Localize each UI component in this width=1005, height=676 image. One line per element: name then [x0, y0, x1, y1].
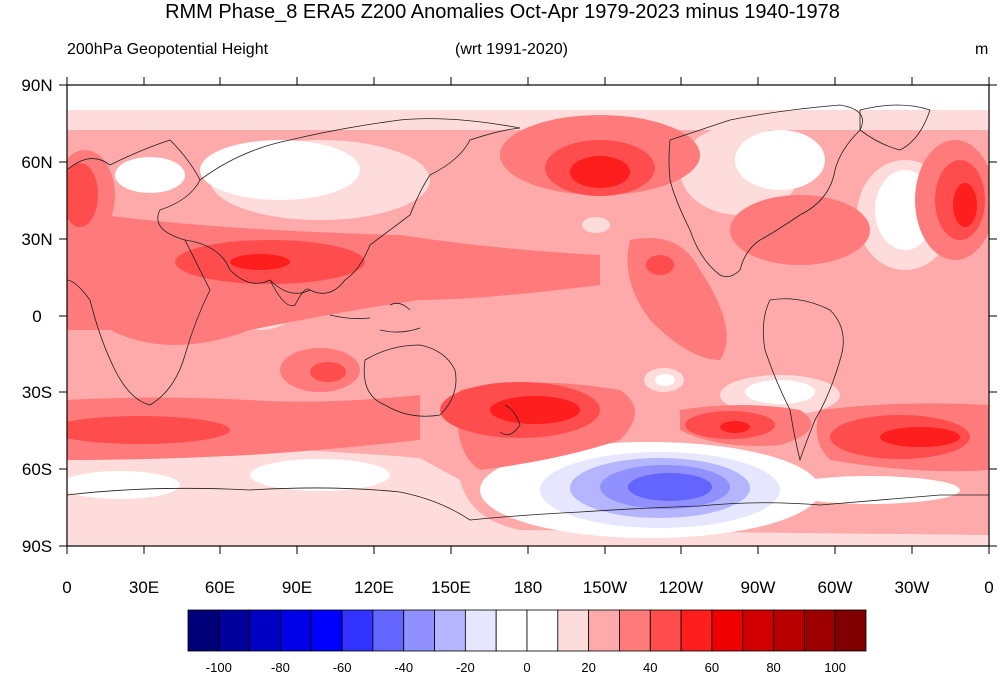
- colorbar-label: 100: [824, 660, 846, 675]
- lon-label: 60E: [205, 578, 235, 597]
- colorbar-swatch: [280, 609, 312, 652]
- colorbar-swatch: [680, 609, 713, 652]
- colorbar-swatch: [495, 609, 528, 652]
- coastlines: [67, 104, 989, 521]
- field-level-50: [230, 156, 977, 447]
- lon-tick-marks: [66, 77, 990, 554]
- figure-title: RMM Phase_8 ERA5 Z200 Anomalies Oct-Apr …: [165, 1, 840, 23]
- lat-label: 30N: [21, 230, 52, 249]
- lon-label: 60W: [818, 578, 853, 597]
- lon-label: 0: [62, 578, 71, 597]
- lon-label: 90E: [282, 578, 312, 597]
- lon-label: 30E: [129, 578, 159, 597]
- colorbar-swatch: [403, 609, 435, 652]
- lat-labels: 90N 60N 30N 0 30S 60S 90S: [21, 76, 52, 556]
- lon-label: 120E: [354, 578, 394, 597]
- lat-label: 60N: [21, 153, 52, 172]
- colorbar-swatch: [834, 609, 867, 652]
- field-negative-core: [540, 452, 780, 528]
- lon-label: 150E: [431, 578, 471, 597]
- colorbar-swatch: [711, 609, 744, 652]
- colorbar-swatch: [557, 609, 590, 652]
- colorbar-swatch: [372, 609, 405, 652]
- lon-label: 180: [514, 578, 542, 597]
- lon-label: 150W: [583, 578, 627, 597]
- lat-label: 60S: [22, 460, 52, 479]
- colorbar-label: -100: [206, 660, 232, 675]
- colorbar-swatch: [803, 609, 836, 652]
- lat-label: 30S: [22, 383, 52, 402]
- colorbar-swatch: [341, 609, 374, 652]
- colorbar-label: 60: [705, 660, 719, 675]
- colorbar-label: 20: [581, 660, 595, 675]
- lon-label: 90W: [741, 578, 776, 597]
- units-label: m: [975, 41, 989, 58]
- colorbar-label: -80: [271, 660, 290, 675]
- colorbar-swatch: [742, 609, 774, 652]
- colorbar-swatch: [526, 609, 559, 652]
- colorbar-swatch: [619, 609, 651, 652]
- colorbar-swatch: [249, 609, 281, 652]
- colorbar-swatch: [434, 609, 466, 652]
- colorbar-swatch: [649, 609, 682, 652]
- colorbar-label: -20: [456, 660, 475, 675]
- lon-label: 120W: [659, 578, 703, 597]
- colorbar-swatch: [464, 609, 497, 652]
- colorbar-swatch: [588, 609, 620, 652]
- colorbar-labels: -100 -80 -60 -40 -20 0 20 40 60 80 100: [206, 660, 846, 675]
- colorbar-swatch: [187, 609, 220, 652]
- reference-period-label: (wrt 1991-2020): [455, 41, 568, 58]
- lat-label: 90S: [22, 537, 52, 556]
- colorbar-label: 40: [643, 660, 657, 675]
- colorbar-swatch: [773, 609, 805, 652]
- colorbar-swatch: [218, 609, 251, 652]
- lon-labels: 0 30E 60E 90E 120E 150E 180 150W 120W 90…: [62, 578, 993, 597]
- anomaly-field: [67, 85, 989, 546]
- lon-label: 30W: [895, 578, 930, 597]
- variable-label: 200hPa Geopotential Height: [67, 41, 269, 58]
- colorbar: [187, 609, 867, 652]
- colorbar-label: -60: [333, 660, 352, 675]
- colorbar-swatch: [310, 609, 343, 652]
- lon-label: 0: [984, 578, 993, 597]
- colorbar-label: 0: [523, 660, 530, 675]
- colorbar-label: -40: [394, 660, 413, 675]
- lat-label: 90N: [21, 76, 52, 95]
- lat-tick-marks: [59, 84, 997, 547]
- colorbar-label: 80: [766, 660, 780, 675]
- lat-label: 0: [32, 307, 41, 326]
